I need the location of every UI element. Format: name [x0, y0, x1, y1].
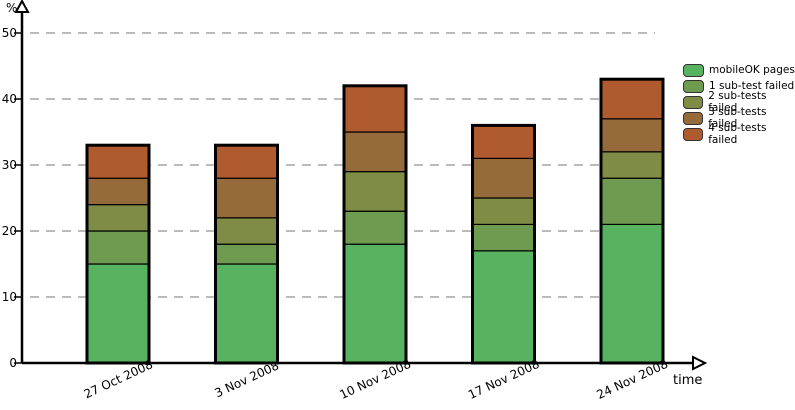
- bar-segment: [471, 124, 536, 160]
- legend-item: 3 sub-tests failed: [683, 106, 795, 130]
- axes: % time: [6, 0, 708, 388]
- y-tick-label: 20: [2, 224, 17, 238]
- y-tick-label: 50: [2, 26, 17, 40]
- bar-segment: [214, 177, 279, 219]
- bar-segment: [214, 243, 279, 265]
- bar-segment: [471, 250, 536, 364]
- legend-item: mobileOK pages: [683, 62, 795, 78]
- bars: [85, 77, 665, 365]
- bar-segment: [600, 177, 664, 225]
- bar-segment: [600, 78, 664, 120]
- legend: mobileOK pages 1 sub-test failed 2 sub-tes…: [683, 62, 795, 146]
- bar-segment: [86, 204, 150, 232]
- y-tick-label: 0: [9, 356, 17, 370]
- bar-segment: [86, 263, 150, 364]
- bar-segment: [600, 118, 664, 153]
- y-axis-label: %: [6, 1, 17, 15]
- legend-swatch: [683, 63, 704, 77]
- legend-label: 4 sub-tests failed: [708, 122, 767, 146]
- legend-label: 3 sub-tests failed: [708, 106, 767, 130]
- legend-swatch: [683, 79, 704, 93]
- legend-label: mobileOK pages: [709, 64, 795, 76]
- bar-segment: [86, 230, 150, 265]
- legend-swatch: [683, 111, 704, 125]
- bar-segment: [214, 263, 279, 364]
- legend-label: 2 sub-tests failed: [708, 90, 767, 114]
- x-axis-arrow-icon: [692, 355, 708, 371]
- y-axis-arrow-icon: [14, 0, 30, 13]
- bar-segment: [86, 144, 150, 179]
- legend-item: 2 sub-tests failed: [683, 90, 795, 114]
- x-axis-label: time: [673, 373, 702, 388]
- legend-item: 1 sub-test failed: [683, 78, 795, 94]
- y-tick-label: 40: [2, 92, 17, 106]
- bar-segment: [343, 85, 407, 133]
- bar-segment: [600, 223, 664, 364]
- legend-label: 1 sub-test failed: [709, 80, 795, 92]
- bar-segment: [86, 177, 150, 206]
- y-tick-labels: 0 10 20 30 40 50: [2, 26, 22, 370]
- bar-segment: [471, 223, 536, 252]
- bar-segment: [214, 144, 279, 179]
- bar-segment: [471, 197, 536, 225]
- x-tick-label: 3 Nov 2008: [212, 358, 281, 400]
- legend-swatch: [683, 95, 704, 109]
- bar-segment: [214, 217, 279, 245]
- bar-segment: [343, 243, 407, 364]
- bar-segment: [471, 157, 536, 199]
- bar-segment: [343, 131, 407, 173]
- y-tick-label: 10: [2, 290, 17, 304]
- y-tick-label: 30: [2, 158, 17, 172]
- legend-item: 4 sub-tests failed: [683, 122, 795, 146]
- bar-segment: [343, 210, 407, 245]
- bar-segment: [600, 151, 664, 179]
- legend-swatch: [683, 127, 704, 141]
- bar-segment: [343, 171, 407, 212]
